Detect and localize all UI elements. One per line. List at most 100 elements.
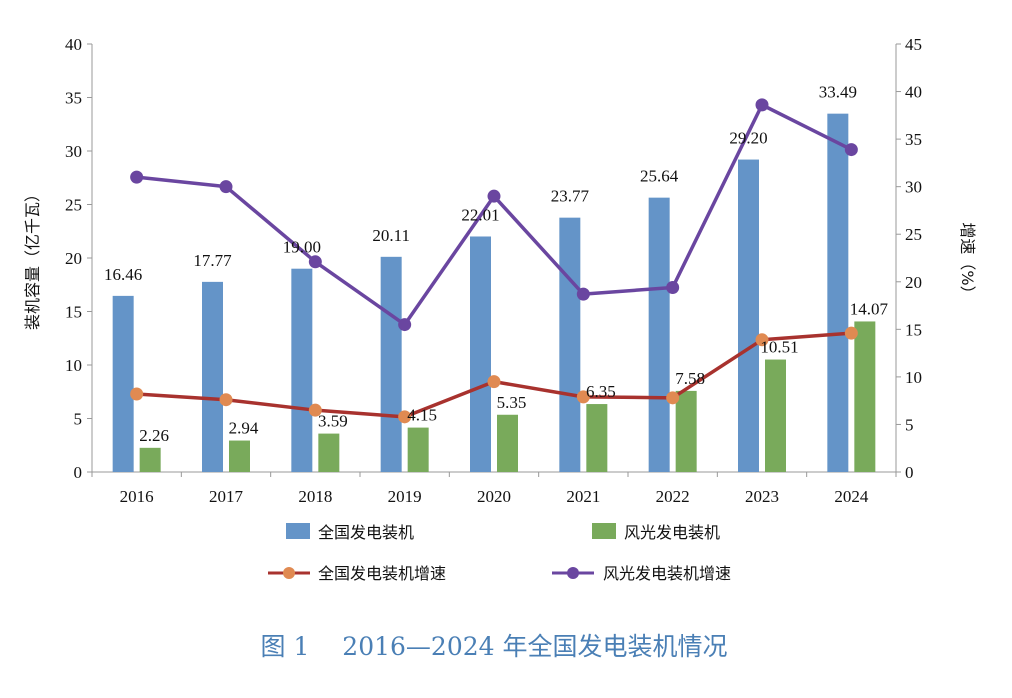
- legend-swatch-total-capacity: [286, 523, 310, 539]
- left-tick-label: 20: [65, 249, 82, 268]
- left-tick-label: 10: [65, 356, 82, 375]
- legend-label-total-capacity: 全国发电装机: [318, 523, 414, 542]
- x-tick-label: 2017: [209, 487, 244, 506]
- legend-marker-wind-solar-growth: [567, 567, 579, 579]
- point-total-growth: [755, 333, 769, 347]
- point-total-growth: [844, 326, 858, 340]
- point-total-growth: [487, 375, 501, 389]
- legend: 全国发电装机 风光发电装机 全国发电装机增速 风光发电装机增速: [268, 523, 731, 583]
- point-total-growth: [219, 393, 233, 407]
- data-label-wind-solar-capacity: 5.35: [497, 393, 527, 412]
- point-total-growth: [666, 391, 680, 405]
- bar-wind-solar-capacity: [318, 433, 340, 472]
- y2-axis-title: 增速（%）: [958, 222, 977, 301]
- bar-total-capacity: [380, 256, 402, 472]
- bar-wind-solar-capacity: [765, 359, 786, 472]
- point-wind-solar-growth: [755, 98, 769, 112]
- legend-item-total-capacity: 全国发电装机: [286, 523, 414, 542]
- point-total-growth: [398, 410, 412, 424]
- x-tick-label: 2022: [656, 487, 690, 506]
- data-label-total-capacity: 25.64: [640, 167, 679, 186]
- bar-wind-solar-capacity: [586, 404, 608, 472]
- bar-wind-solar-capacity: [139, 447, 161, 472]
- left-axis-ticks: 0 5 10 15 20 25 30 35 40: [65, 35, 92, 482]
- bar-total-capacity: [738, 159, 759, 472]
- bar-total-capacity: [291, 268, 313, 472]
- bar-total-capacity: [202, 281, 223, 472]
- bars: [112, 113, 876, 473]
- legend-item-total-growth: 全国发电装机增速: [268, 564, 446, 583]
- right-tick-label: 15: [905, 320, 922, 339]
- bar-wind-solar-capacity: [497, 414, 518, 472]
- bar-total-capacity: [827, 113, 849, 473]
- left-tick-label: 0: [74, 463, 83, 482]
- left-tick-label: 40: [65, 35, 82, 54]
- x-tick-label: 2021: [566, 487, 600, 506]
- left-tick-label: 30: [65, 142, 82, 161]
- legend-item-wind-solar-growth: 风光发电装机增速: [552, 564, 731, 583]
- data-label-total-capacity: 16.46: [104, 265, 142, 284]
- point-wind-solar-growth: [398, 318, 412, 332]
- point-total-growth: [130, 387, 144, 401]
- figure-caption: 图 1 2016—2024 年全国发电装机情况: [261, 632, 728, 661]
- data-label-wind-solar-capacity: 7.58: [675, 369, 705, 388]
- data-label-wind-solar-capacity: 10.51: [760, 338, 798, 357]
- x-tick-label: 2020: [477, 487, 511, 506]
- x-tick-label: 2018: [298, 487, 332, 506]
- left-tick-label: 15: [65, 303, 82, 322]
- bar-wind-solar-capacity: [407, 427, 429, 472]
- bar-wind-solar-capacity: [675, 390, 697, 472]
- right-tick-label: 0: [905, 463, 914, 482]
- x-tick-label: 2016: [120, 487, 154, 506]
- data-label-total-capacity: 19.00: [283, 238, 321, 257]
- data-label-wind-solar-capacity: 4.15: [407, 406, 437, 425]
- data-label-wind-solar-capacity: 14.07: [850, 299, 889, 318]
- data-label-wind-solar-capacity: 6.35: [586, 382, 616, 401]
- legend-item-wind-solar-capacity: 风光发电装机: [592, 523, 720, 542]
- legend-label-wind-solar-capacity: 风光发电装机: [624, 523, 720, 542]
- bar-total-capacity: [559, 217, 581, 472]
- data-label-total-capacity: 33.49: [819, 83, 857, 102]
- right-tick-label: 30: [905, 178, 922, 197]
- data-label-total-capacity: 29.20: [729, 129, 767, 148]
- point-wind-solar-growth: [487, 189, 501, 203]
- right-tick-label: 45: [905, 35, 922, 54]
- legend-swatch-wind-solar-capacity: [592, 523, 616, 539]
- right-tick-label: 25: [905, 225, 922, 244]
- x-tick-label: 2024: [834, 487, 869, 506]
- left-tick-label: 25: [65, 196, 82, 215]
- point-wind-solar-growth: [219, 180, 233, 194]
- right-tick-label: 40: [905, 83, 922, 102]
- left-tick-label: 35: [65, 89, 82, 108]
- data-labels: 16.46 2.26 17.77 2.94 19.00 3.59 20.11 4.15 22.0…: [104, 83, 888, 445]
- data-label-wind-solar-capacity: 3.59: [318, 412, 348, 431]
- point-wind-solar-growth: [666, 280, 680, 294]
- point-total-growth: [308, 403, 322, 417]
- right-axis-ticks: 0 5 10 15 20 25 30 35 40 45: [896, 35, 922, 482]
- left-tick-label: 5: [74, 410, 83, 429]
- data-label-total-capacity: 23.77: [551, 187, 590, 206]
- x-axis-ticks: 2016 2017 2018 2019 2020 2021 2022 2023 2024: [91, 472, 897, 506]
- point-wind-solar-growth: [130, 170, 144, 184]
- data-label-total-capacity: 20.11: [372, 226, 410, 245]
- data-label-total-capacity: 17.77: [193, 251, 232, 270]
- point-wind-solar-growth: [308, 255, 322, 269]
- bar-total-capacity: [470, 236, 491, 472]
- data-label-total-capacity: 22.01: [461, 205, 499, 224]
- data-label-wind-solar-capacity: 2.26: [139, 426, 169, 445]
- bar-total-capacity: [648, 197, 670, 473]
- y-axis-title: 装机容量（亿千瓦）: [23, 186, 42, 330]
- legend-label-total-growth: 全国发电装机增速: [318, 564, 446, 583]
- bar-wind-solar-capacity: [229, 440, 250, 472]
- x-tick-label: 2019: [388, 487, 422, 506]
- x-tick-label: 2023: [745, 487, 779, 506]
- point-wind-solar-growth: [844, 143, 858, 157]
- lines: [130, 98, 858, 424]
- legend-label-wind-solar-growth: 风光发电装机增速: [603, 564, 731, 583]
- point-wind-solar-growth: [576, 287, 590, 301]
- plot-area: 0 5 10 15 20 25 30 35 40 0 5 10 15 20 25 30 35 40 45 2016…: [65, 35, 922, 506]
- bar-total-capacity: [112, 295, 134, 472]
- legend-marker-total-growth: [283, 567, 295, 579]
- point-total-growth: [576, 390, 590, 404]
